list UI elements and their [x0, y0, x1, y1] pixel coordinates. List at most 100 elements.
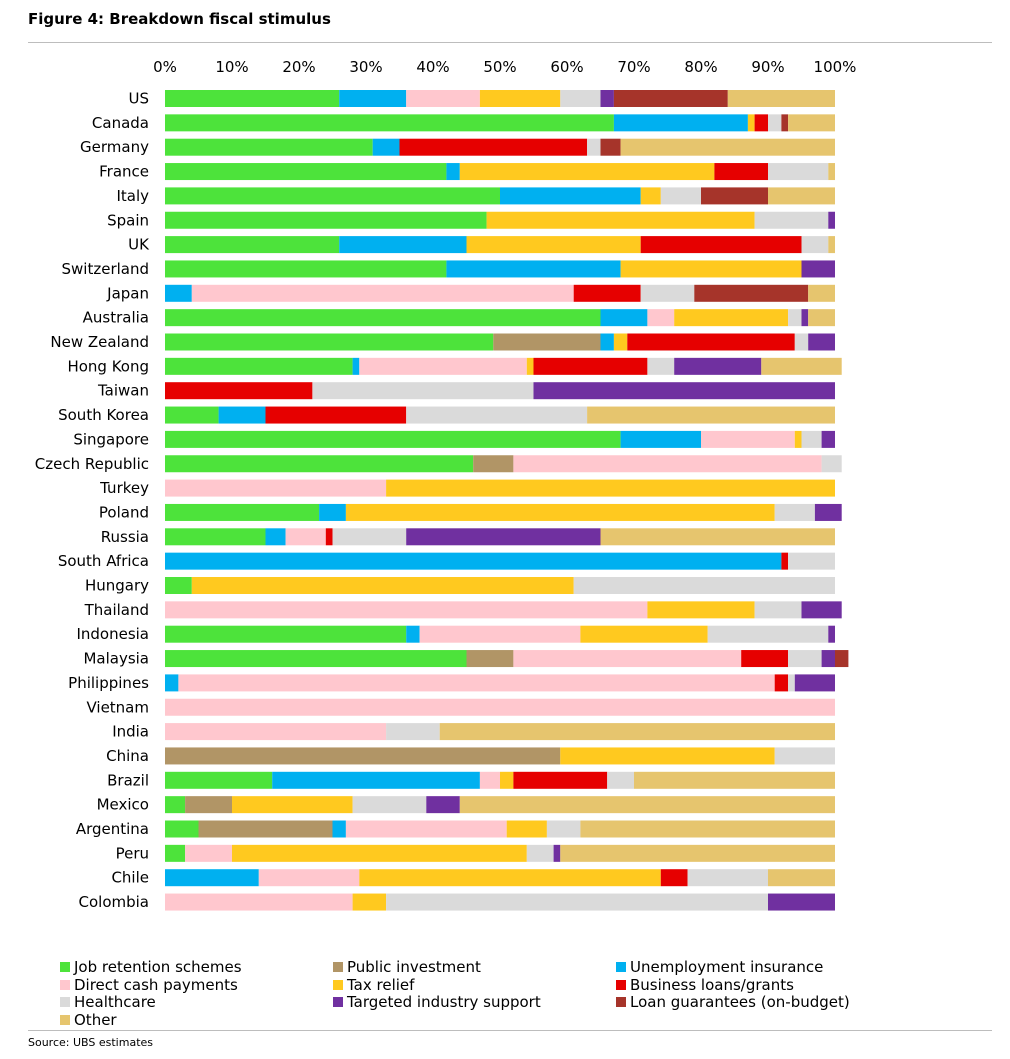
category-label: New Zealand: [50, 333, 149, 351]
bar-segment-tax: [794, 430, 802, 448]
bar-segment-ind: [821, 650, 835, 668]
figure-title: Figure 4: Breakdown fiscal stimulus: [28, 10, 331, 28]
legend-label: Other: [74, 1010, 117, 1029]
bar-segment-pub: [493, 333, 601, 351]
bar-segment-other: [634, 771, 835, 789]
bar-segment-tax: [526, 357, 534, 375]
bar-segment-job: [165, 455, 474, 473]
legend-item-tax: Tax relief: [333, 976, 414, 994]
bar-segment-tax: [674, 309, 789, 327]
bar-segment-tax: [232, 844, 527, 862]
bar-segment-other: [788, 114, 835, 132]
legend-swatch: [60, 979, 70, 990]
legend-swatch: [60, 962, 70, 972]
bar-segment-unemp: [620, 430, 701, 448]
bar-segment-pub: [198, 820, 333, 838]
bar-segment-unemp: [265, 528, 286, 546]
bar-segment-other: [727, 90, 835, 107]
bar-segment-ind: [794, 674, 835, 692]
bar-segment-biz: [573, 284, 641, 302]
legend-item-health: Healthcare: [60, 993, 156, 1011]
bar-segment-biz: [640, 236, 802, 254]
category-label: Turkey: [99, 479, 149, 497]
x-tick-label: 50%: [483, 58, 516, 76]
category-label: Taiwan: [97, 382, 149, 400]
bar-segment-cash: [359, 357, 527, 375]
category-label: Italy: [116, 187, 149, 205]
bar-segment-ind: [406, 528, 601, 546]
bar-segment-tax: [459, 163, 715, 181]
bar-segment-job: [165, 771, 273, 789]
bar-segment-unemp: [272, 771, 480, 789]
legend-item-other: Other: [60, 1011, 117, 1029]
bar-segment-cash: [701, 430, 795, 448]
bar-segment-biz: [714, 163, 768, 181]
bar-segment-health: [774, 503, 815, 521]
bar-segment-biz: [325, 528, 333, 546]
legend-label: Loan guarantees (on-budget): [630, 993, 850, 1011]
bar-segment-loan: [781, 114, 789, 132]
category-label: South Korea: [58, 406, 149, 424]
bar-segment-cash: [165, 893, 353, 911]
bar-segment-job: [165, 333, 494, 351]
bar-segment-health: [794, 333, 809, 351]
bar-segment-job: [165, 406, 219, 424]
bottom-divider: [28, 1030, 992, 1031]
bar-segment-health: [546, 820, 581, 838]
x-tick-label: 30%: [349, 58, 382, 76]
bar-segment-unemp: [613, 114, 748, 132]
category-label: Chile: [111, 869, 149, 887]
bar-segment-job: [165, 844, 186, 862]
legend-label: Business loans/grants: [630, 975, 794, 994]
category-label: Mexico: [97, 796, 149, 814]
bar-segment-health: [687, 869, 768, 887]
bar-segment-cash: [258, 869, 360, 887]
legend-swatch: [616, 962, 626, 972]
x-tick-label: 60%: [550, 58, 583, 76]
bar-segment-loan: [835, 650, 849, 668]
category-label: Switzerland: [62, 260, 150, 278]
bar-segment-tax: [506, 820, 547, 838]
bar-segment-pub: [466, 650, 514, 668]
legend-label: Direct cash payments: [74, 975, 238, 994]
bar-segment-cash: [165, 698, 835, 716]
bar-segment-other: [459, 796, 835, 814]
legend-swatch: [333, 997, 343, 1007]
bar-segment-ind: [808, 333, 835, 351]
category-label: Poland: [99, 503, 149, 521]
legend-item-biz: Business loans/grants: [616, 976, 794, 994]
bar-segment-ind: [533, 382, 835, 400]
bar-segment-biz: [265, 406, 407, 424]
legend-swatch: [333, 962, 343, 972]
bar-segment-health: [573, 577, 835, 594]
category-label: Australia: [83, 309, 149, 327]
bar-segment-health: [788, 552, 835, 570]
bar-segment-health: [754, 211, 829, 229]
bar-segment-loan: [694, 284, 809, 302]
bar-segment-ind: [828, 211, 835, 229]
category-label: France: [99, 163, 149, 181]
bar-segment-job: [165, 650, 467, 668]
bar-segment-cash: [285, 528, 326, 546]
bar-segment-other: [580, 820, 835, 838]
bar-segment-pub: [185, 796, 232, 814]
category-label: Indonesia: [76, 625, 149, 643]
x-tick-label: 10%: [215, 58, 248, 76]
bar-segment-job: [165, 163, 447, 181]
bar-segment-ind: [801, 260, 835, 278]
bar-segment-job: [165, 211, 487, 229]
bar-segment-job: [165, 187, 500, 205]
bar-segment-health: [660, 187, 701, 205]
source-note: Source: UBS estimates: [28, 1036, 154, 1049]
bar-segment-tax: [359, 869, 661, 887]
category-label: Japan: [106, 284, 149, 302]
legend-swatch: [616, 997, 626, 1007]
bar-segment-health: [754, 601, 802, 619]
bar-segment-ind: [674, 357, 762, 375]
bar-segment-other: [808, 284, 835, 302]
x-tick-label: 80%: [684, 58, 717, 76]
bar-segment-health: [406, 406, 588, 424]
bar-segment-ind: [828, 625, 835, 643]
bar-segment-unemp: [446, 260, 621, 278]
legend-item-cash: Direct cash payments: [60, 976, 238, 994]
